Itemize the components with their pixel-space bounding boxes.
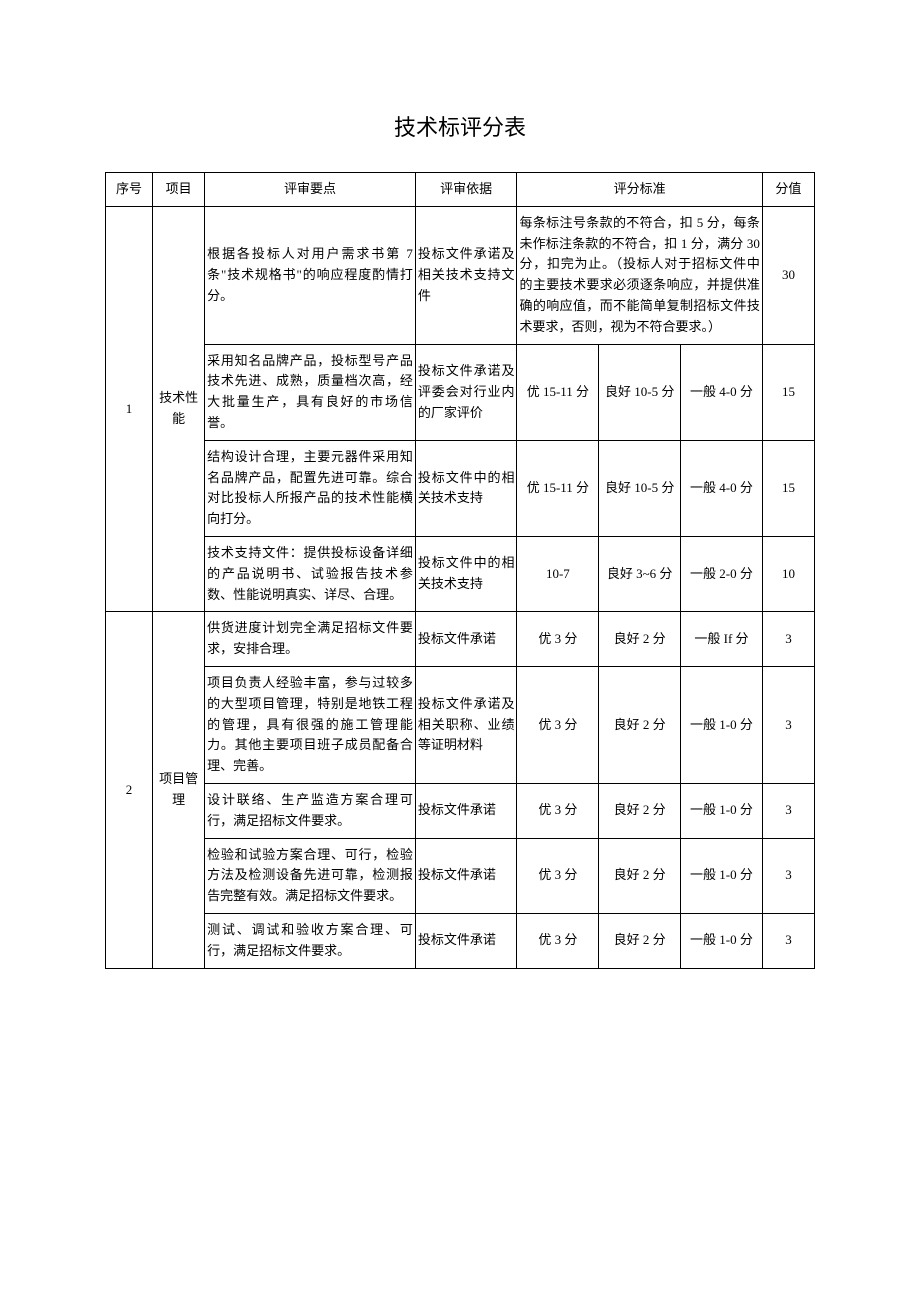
table-row: 项目负责人经验丰富，参与过较多的大型项目管理，特别是地铁工程的管理，具有很强的施… [106,666,815,783]
cell-std-c: 一般 1-0 分 [681,783,763,838]
cell-std-c: 一般 4-0 分 [681,344,763,440]
cell-std-b: 良好 2 分 [599,783,681,838]
cell-basis: 投标文件承诺及相关技术支持文件 [415,206,517,344]
cell-std-c: 一般 2-0 分 [681,536,763,611]
col-point: 评审要点 [205,173,416,207]
table-row: 1 技术性能 根据各投标人对用户需求书第 7 条"技术规格书"的响应程度酌情打分… [106,206,815,344]
table-header-row: 序号 项目 评审要点 评审依据 评分标准 分值 [106,173,815,207]
cell-std-b: 良好 2 分 [599,612,681,667]
table-row: 测试、调试和验收方案合理、可行，满足招标文件要求。 投标文件承诺 优 3 分 良… [106,913,815,968]
table-row: 2 项目管理 供货进度计划完全满足招标文件要求，安排合理。 投标文件承诺 优 3… [106,612,815,667]
col-basis: 评审依据 [415,173,517,207]
table-row: 采用知名品牌产品，投标型号产品技术先进、成熟，质量档次高，经大批量生产，具有良好… [106,344,815,440]
cell-point: 采用知名品牌产品，投标型号产品技术先进、成熟，质量档次高，经大批量生产，具有良好… [205,344,416,440]
col-seq: 序号 [106,173,153,207]
cell-std-a: 优 3 分 [517,913,599,968]
cell-score: 3 [762,612,814,667]
table-row: 检验和试验方案合理、可行，检验方法及检测设备先进可靠，检测报告完整有效。满足招标… [106,838,815,913]
cell-basis: 投标文件承诺 [415,838,517,913]
cell-score: 10 [762,536,814,611]
cell-basis: 投标文件承诺及评委会对行业内的厂家评价 [415,344,517,440]
cell-seq: 1 [106,206,153,612]
table-row: 设计联络、生产监造方案合理可行，满足招标文件要求。 投标文件承诺 优 3 分 良… [106,783,815,838]
cell-point: 根据各投标人对用户需求书第 7 条"技术规格书"的响应程度酌情打分。 [205,206,416,344]
cell-seq: 2 [106,612,153,968]
cell-score: 3 [762,783,814,838]
table-row: 结构设计合理，主要元器件采用知名品牌产品，配置先进可靠。综合对比投标人所报产品的… [106,440,815,536]
cell-std-c: 一般 1-0 分 [681,913,763,968]
cell-point: 供货进度计划完全满足招标文件要求，安排合理。 [205,612,416,667]
cell-basis: 投标文件承诺及相关职称、业绩等证明材料 [415,666,517,783]
cell-point: 结构设计合理，主要元器件采用知名品牌产品，配置先进可靠。综合对比投标人所报产品的… [205,440,416,536]
cell-score: 30 [762,206,814,344]
cell-point: 设计联络、生产监造方案合理可行，满足招标文件要求。 [205,783,416,838]
cell-std-full: 每条标注号条款的不符合，扣 5 分，每条未作标注条款的不符合，扣 1 分，满分 … [517,206,762,344]
cell-std-b: 良好 10-5 分 [599,344,681,440]
cell-point: 测试、调试和验收方案合理、可行，满足招标文件要求。 [205,913,416,968]
cell-std-b: 良好 2 分 [599,838,681,913]
cell-score: 3 [762,913,814,968]
col-project: 项目 [153,173,205,207]
cell-basis: 投标文件承诺 [415,612,517,667]
col-std: 评分标准 [517,173,762,207]
page-title: 技术标评分表 [105,110,815,142]
cell-std-a: 优 3 分 [517,612,599,667]
cell-basis: 投标文件承诺 [415,913,517,968]
cell-point: 项目负责人经验丰富，参与过较多的大型项目管理，特别是地铁工程的管理，具有很强的施… [205,666,416,783]
cell-project: 项目管理 [153,612,205,968]
cell-point: 检验和试验方案合理、可行，检验方法及检测设备先进可靠，检测报告完整有效。满足招标… [205,838,416,913]
cell-score: 3 [762,838,814,913]
cell-basis: 投标文件中的相关技术支持 [415,440,517,536]
col-score: 分值 [762,173,814,207]
cell-std-a: 10-7 [517,536,599,611]
cell-std-a: 优 3 分 [517,783,599,838]
cell-std-b: 良好 2 分 [599,666,681,783]
cell-std-b: 良好 2 分 [599,913,681,968]
scoring-table: 序号 项目 评审要点 评审依据 评分标准 分值 1 技术性能 根据各投标人对用户… [105,172,815,969]
cell-std-c: 一般 If 分 [681,612,763,667]
cell-std-b: 良好 3~6 分 [599,536,681,611]
cell-score: 15 [762,440,814,536]
cell-std-a: 优 15-11 分 [517,344,599,440]
cell-point: 技术支持文件：提供投标设备详细的产品说明书、试验报告技术参数、性能说明真实、详尽… [205,536,416,611]
cell-std-c: 一般 4-0 分 [681,440,763,536]
cell-basis: 投标文件中的相关技术支持 [415,536,517,611]
cell-std-b: 良好 10-5 分 [599,440,681,536]
cell-std-a: 优 3 分 [517,666,599,783]
cell-std-c: 一般 1-0 分 [681,666,763,783]
document-page: 技术标评分表 序号 项目 评审要点 评审依据 评分标准 分值 [0,0,920,1009]
cell-score: 3 [762,666,814,783]
cell-project: 技术性能 [153,206,205,612]
cell-std-c: 一般 1-0 分 [681,838,763,913]
table-row: 技术支持文件：提供投标设备详细的产品说明书、试验报告技术参数、性能说明真实、详尽… [106,536,815,611]
cell-score: 15 [762,344,814,440]
cell-std-a: 优 3 分 [517,838,599,913]
cell-basis: 投标文件承诺 [415,783,517,838]
cell-std-a: 优 15-11 分 [517,440,599,536]
